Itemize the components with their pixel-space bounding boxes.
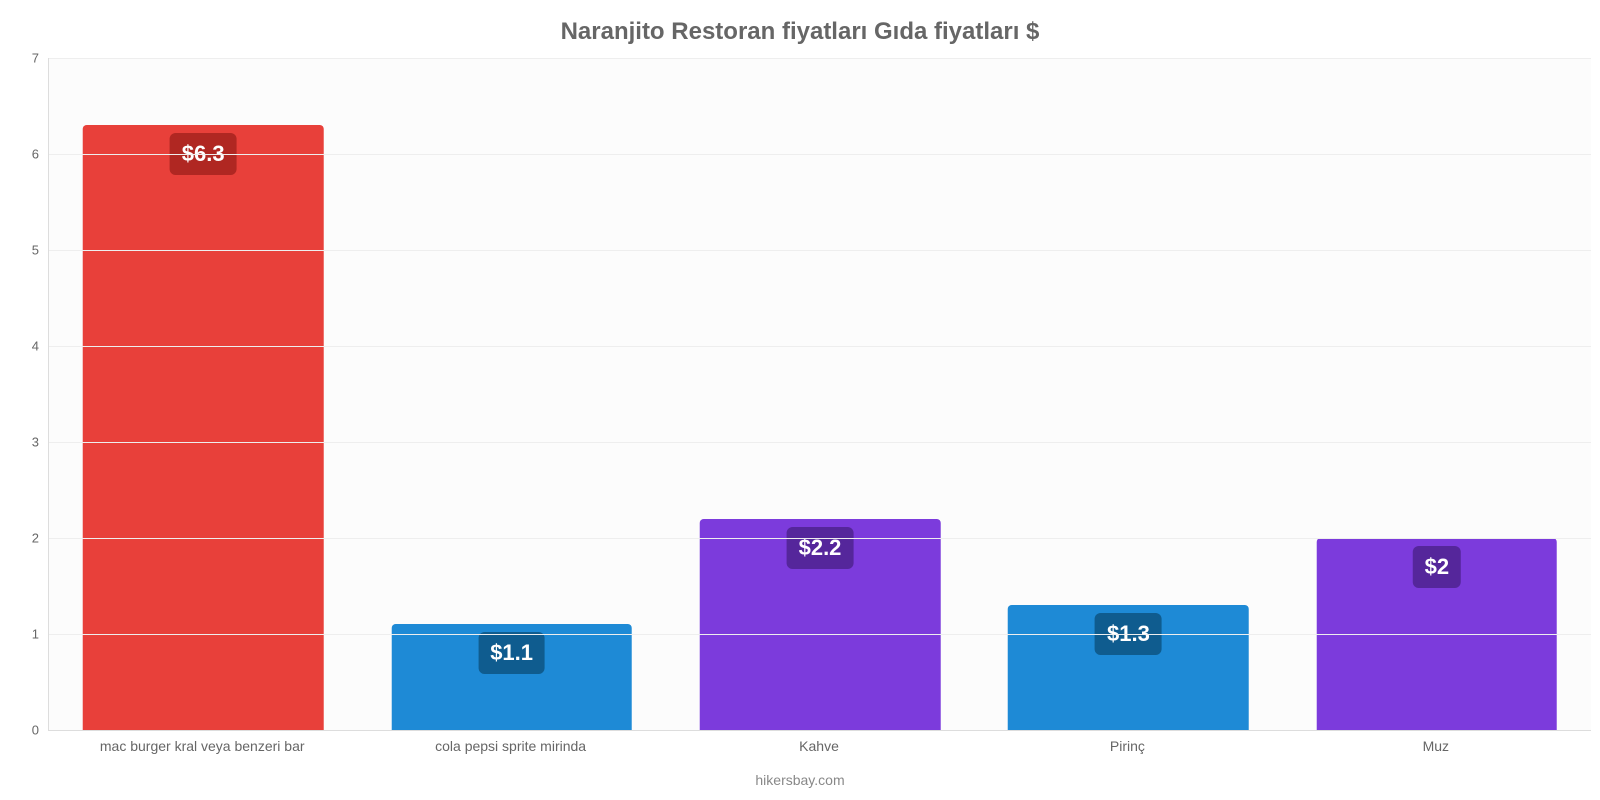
bar-slot: $6.3 [49, 58, 357, 730]
bar-slot: $1.3 [974, 58, 1282, 730]
y-tick-label: 0 [19, 723, 49, 738]
gridline [49, 442, 1591, 443]
y-tick-label: 5 [19, 243, 49, 258]
bars-container: $6.3 $1.1 $2.2 $1.3 $2 [49, 58, 1591, 730]
x-axis-label: Kahve [665, 732, 973, 754]
chart-title: Naranjito Restoran fiyatları Gıda fiyatl… [0, 18, 1600, 46]
bar-slot: $2 [1283, 58, 1591, 730]
y-tick-label: 2 [19, 531, 49, 546]
gridline [49, 250, 1591, 251]
gridline [49, 634, 1591, 635]
price-bar-chart: Naranjito Restoran fiyatları Gıda fiyatl… [0, 0, 1600, 800]
y-tick-label: 7 [19, 51, 49, 66]
x-axis-label: mac burger kral veya benzeri bar [48, 732, 356, 754]
x-axis-label: Pirinç [973, 732, 1281, 754]
gridline [49, 58, 1591, 59]
y-tick-label: 6 [19, 147, 49, 162]
bar [83, 125, 324, 730]
gridline [49, 154, 1591, 155]
x-axis-labels: mac burger kral veya benzeri barcola pep… [48, 732, 1590, 754]
y-tick-label: 3 [19, 435, 49, 450]
bar-slot: $1.1 [357, 58, 665, 730]
x-axis-label: Muz [1282, 732, 1590, 754]
value-badge: $2.2 [787, 527, 854, 569]
plot-area: $6.3$1.1$2.2$1.3$2 01234567 [48, 58, 1591, 731]
y-tick-label: 1 [19, 627, 49, 642]
gridline [49, 538, 1591, 539]
bar-slot: $2.2 [666, 58, 974, 730]
gridline [49, 346, 1591, 347]
value-badge: $1.1 [478, 632, 545, 674]
x-axis-label: cola pepsi sprite mirinda [356, 732, 664, 754]
y-tick-label: 4 [19, 339, 49, 354]
chart-footer-credit: hikersbay.com [0, 772, 1600, 788]
value-badge: $2 [1413, 546, 1461, 588]
